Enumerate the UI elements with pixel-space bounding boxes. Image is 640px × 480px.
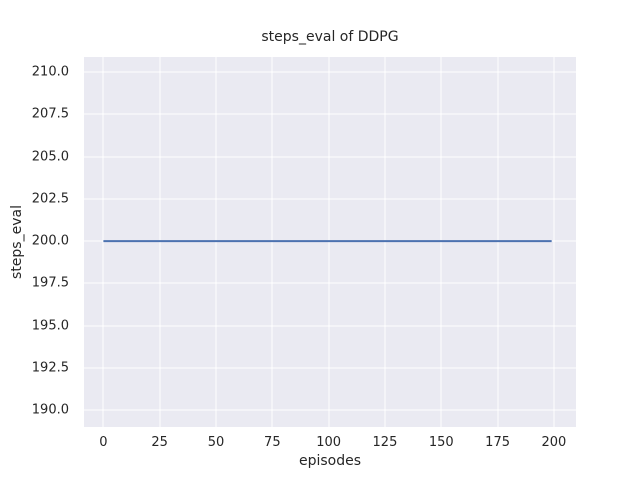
series-plot — [103, 240, 552, 243]
x-tick-label: 125 — [372, 435, 398, 450]
x-gridline — [102, 57, 104, 427]
y-gridline — [84, 113, 576, 115]
y-tick-label: 195.0 — [31, 318, 69, 334]
y-tick-label: 205.0 — [31, 149, 69, 165]
y-tick-label: 197.5 — [31, 275, 69, 291]
y-tick-label: 207.5 — [31, 106, 69, 122]
y-gridline — [84, 71, 576, 73]
x-tick-label: 0 — [99, 435, 108, 450]
y-gridline — [84, 156, 576, 158]
y-tick-label: 200.0 — [31, 233, 69, 249]
y-gridline — [84, 409, 576, 411]
y-tick-label: 190.0 — [31, 402, 69, 418]
x-tick-label: 175 — [485, 435, 511, 450]
x-gridline — [553, 57, 555, 427]
chart-title: steps_eval of DDPG — [261, 29, 399, 45]
x-axis-label: episodes — [298, 453, 362, 469]
y-axis-label: steps_eval — [9, 205, 25, 279]
x-tick-label: 100 — [316, 435, 342, 450]
y-tick-label: 202.5 — [31, 191, 69, 207]
x-tick-label: 25 — [151, 435, 168, 450]
y-tick-label: 192.5 — [31, 360, 69, 376]
y-tick-label: 210.0 — [31, 64, 69, 80]
plot-area: 0 25 50 75 100 125 150 175 200 190.0 192.5 195.0 197… — [9, 57, 576, 468]
x-tick-label: 150 — [428, 435, 454, 450]
y-gridline — [84, 325, 576, 327]
y-gridline — [84, 282, 576, 284]
y-gridline — [84, 198, 576, 200]
x-tick-label: 200 — [541, 435, 567, 450]
x-tick-label: 50 — [207, 435, 225, 450]
y-gridline — [84, 367, 576, 369]
x-tick-label: 75 — [264, 435, 281, 450]
